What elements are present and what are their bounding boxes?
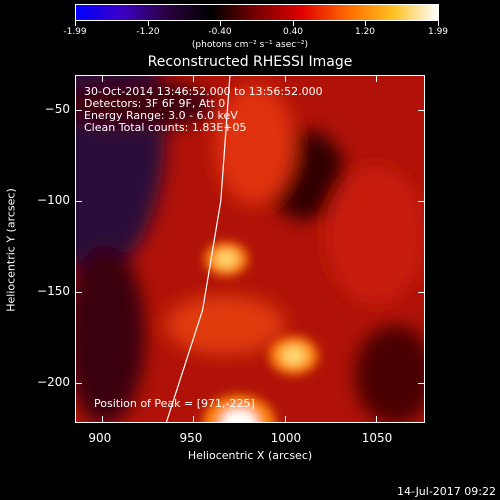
solar-limb-line (165, 75, 231, 423)
x-tick-mark (284, 75, 286, 82)
x-tick-label: 1000 (270, 431, 302, 445)
y-tick-mark (75, 291, 82, 293)
colorbar-tick-label: 1.99 (427, 27, 449, 37)
y-tick-mark (418, 200, 425, 202)
plot-area: 30-Oct-2014 13:46:52.000 to 13:56:52.000… (75, 75, 425, 423)
x-tick-label: 1050 (361, 431, 393, 445)
timestamp: 14-Jul-2017 09:22 (396, 485, 496, 498)
colorbar-tick (293, 21, 294, 26)
y-tick-mark (418, 291, 425, 293)
y-tick-label: −150 (37, 283, 70, 298)
heatmap-svg (75, 75, 425, 423)
peak-position-text: Position of Peak = [971,-225] (94, 397, 255, 410)
info-line-1: 30-Oct-2014 13:46:52.000 to 13:56:52.000 (84, 85, 323, 98)
plot-frame (75, 75, 425, 423)
colorbar-tick (75, 21, 76, 26)
x-tick-mark (375, 416, 377, 423)
info-line-3: Energy Range: 3.0 - 6.0 keV (84, 109, 238, 122)
y-tick-mark (418, 109, 425, 111)
y-tick-mark (75, 109, 82, 111)
emission-blobs (75, 75, 425, 423)
colorbar-tick-label: 0.40 (282, 27, 304, 37)
source-core (221, 409, 257, 423)
x-tick-mark (193, 75, 195, 82)
x-tick-mark (193, 416, 195, 423)
x-tick-mark (375, 75, 377, 82)
info-line-2: Detectors: 3F 6F 9F, Att 0 (84, 97, 226, 110)
source-core (281, 346, 306, 366)
y-tick-mark (75, 382, 82, 384)
colorbar-tick-label: -1.20 (136, 27, 160, 37)
x-tick-mark (102, 75, 104, 82)
y-tick-label: −200 (37, 374, 70, 389)
x-tick-label: 950 (179, 431, 203, 445)
x-tick-mark (284, 416, 286, 423)
y-axis-label: Heliocentric Y (arcsec) (4, 188, 18, 312)
colorbar-tick-label: -1.99 (63, 27, 87, 37)
y-tick-label: −100 (37, 192, 70, 207)
colorbar-units: (photons cm⁻² s⁻¹ asec⁻²) (191, 40, 309, 50)
y-tick-mark (418, 382, 425, 384)
source-core (215, 250, 238, 268)
chart-title: Reconstructed RHESSI Image (147, 54, 353, 70)
x-tick-mark (102, 416, 104, 423)
colorbar-tick (148, 21, 149, 26)
y-tick-label: −50 (44, 101, 70, 116)
colorbar (75, 4, 439, 21)
colorbar-tick (365, 21, 366, 26)
colorbar-tick-label: 1.20 (354, 27, 376, 37)
x-tick-label: 900 (88, 431, 112, 445)
info-line-4: Clean Total counts: 1.83E+05 (84, 121, 247, 134)
colorbar-tick (220, 21, 221, 26)
y-tick-mark (75, 200, 82, 202)
colorbar-tick-label: -0.40 (208, 27, 232, 37)
bright-sources (203, 242, 319, 423)
colorbar-tick (438, 21, 439, 26)
x-axis-label: Heliocentric X (arcsec) (187, 449, 313, 462)
